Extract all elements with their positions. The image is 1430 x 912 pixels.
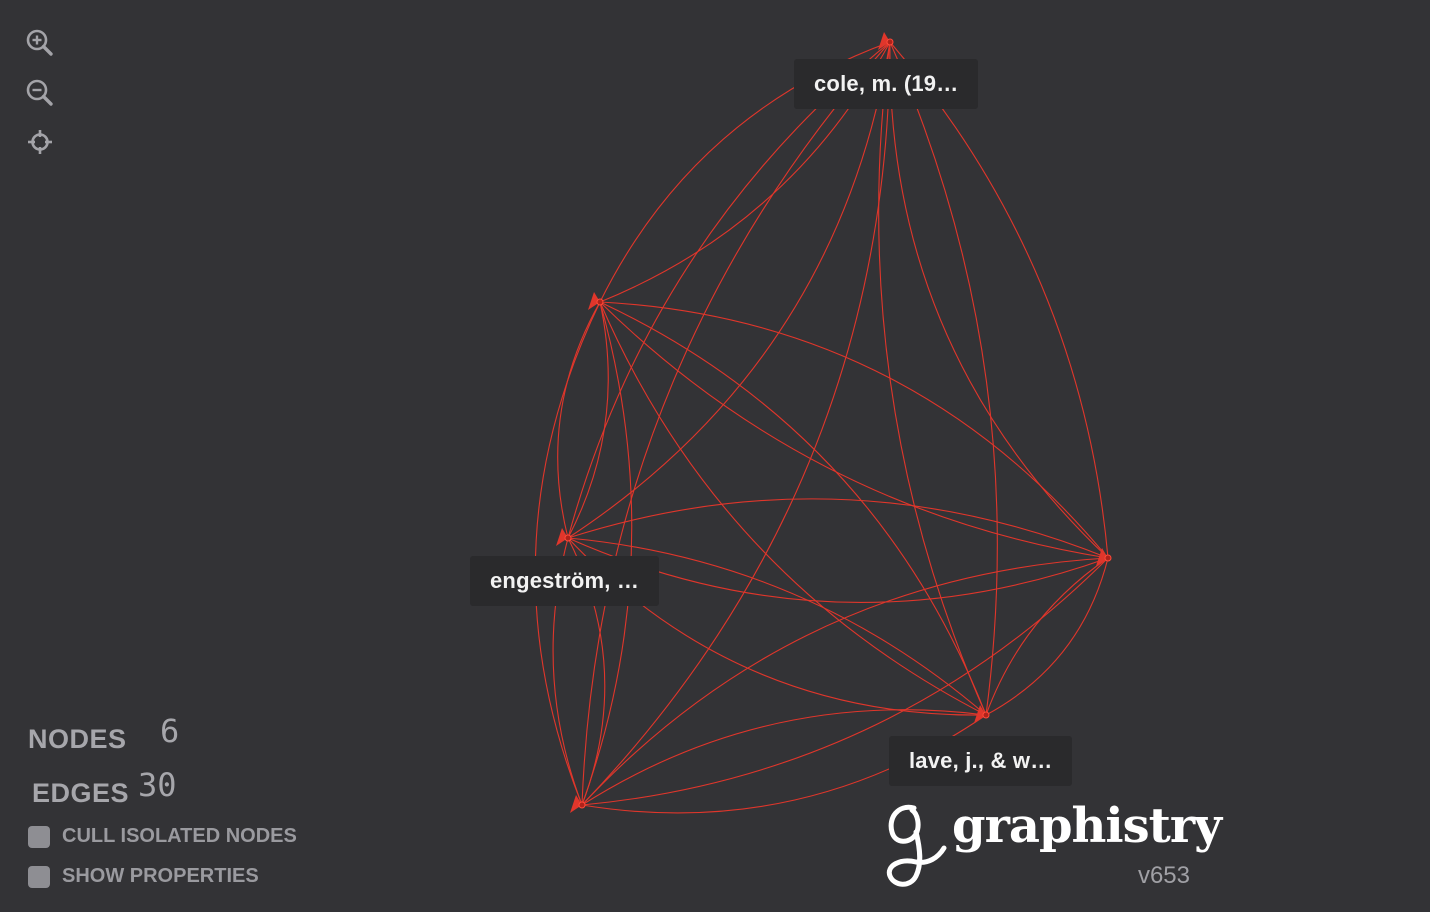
graph-edge [889, 41, 1109, 559]
zoom-out-icon [26, 79, 53, 106]
graph-edge [599, 301, 1109, 559]
node-label-engestrom[interactable]: engeström, … [470, 556, 660, 606]
cull-isolated-nodes-toggle[interactable]: CULL ISOLATED NODES [28, 825, 297, 848]
node-dot[interactable] [886, 38, 894, 46]
arrowhead-cluster [570, 795, 582, 813]
nodes-count: 6 [160, 712, 180, 750]
graph-edge [889, 41, 1109, 559]
graph-edge [581, 557, 1109, 806]
graph-edge [581, 41, 891, 806]
node-dot[interactable] [578, 801, 586, 809]
show-properties-checkbox[interactable] [28, 865, 50, 888]
graph-node-n4[interactable] [1096, 548, 1112, 566]
crosshair-icon [28, 130, 52, 154]
arrowhead-cluster [878, 32, 890, 50]
brand-name: graphistry [952, 798, 1222, 854]
zoom-in-button[interactable] [22, 25, 58, 61]
arrowhead-cluster [974, 705, 986, 723]
node-dot[interactable] [596, 298, 604, 306]
arrowhead-cluster [588, 292, 600, 310]
graph-edge [534, 301, 601, 806]
node-dot[interactable] [564, 534, 572, 542]
graph-edge [567, 41, 891, 539]
node-dot[interactable] [1104, 554, 1112, 562]
graph-edge [567, 41, 891, 539]
graph-edge [889, 41, 998, 716]
graph-edge [985, 557, 1109, 716]
graph-node-n5[interactable] [570, 795, 586, 813]
graph-edge [599, 301, 1109, 559]
zoom-out-button[interactable] [22, 75, 58, 111]
graph-edge [557, 301, 601, 539]
zoom-in-icon [26, 29, 53, 56]
graph-edge [581, 709, 987, 806]
center-view-button[interactable] [22, 124, 58, 160]
graph-node-lave[interactable] [974, 705, 990, 723]
graphistry-logo: graphistry v653 [880, 796, 1222, 896]
graph-edge [985, 557, 1109, 716]
graph-edge [567, 498, 1109, 559]
graph-edge [581, 41, 891, 806]
cull-isolated-nodes-label: CULL ISOLATED NODES [62, 825, 297, 847]
graph-node-cole[interactable] [878, 32, 894, 50]
node-label-lave[interactable]: lave, j., & w… [889, 736, 1073, 786]
edges-count: 30 [138, 766, 177, 804]
show-properties-toggle[interactable]: SHOW PROPERTIES [28, 865, 259, 888]
graph-edge [878, 41, 987, 716]
brand-version: v653 [1137, 862, 1190, 889]
graphistry-g-icon [886, 804, 947, 887]
node-label-cole[interactable]: cole, m. (19… [794, 59, 979, 109]
graph-edge [599, 301, 987, 716]
graph-node-engestrom_a[interactable] [588, 292, 604, 310]
graph-edge [581, 301, 633, 806]
arrowhead-cluster [1096, 548, 1108, 566]
graph-edge [581, 557, 1109, 806]
graph-edge [599, 301, 987, 716]
graph-node-engestrom[interactable] [556, 528, 572, 546]
nodes-label: NODES [28, 724, 127, 754]
cull-isolated-nodes-checkbox[interactable] [28, 825, 50, 848]
edges-label: EDGES [32, 778, 130, 808]
node-dot[interactable] [982, 711, 990, 719]
graph-edge [567, 301, 609, 539]
show-properties-label: SHOW PROPERTIES [62, 865, 259, 887]
graph-edge [567, 537, 987, 716]
arrowhead-cluster [556, 528, 568, 546]
